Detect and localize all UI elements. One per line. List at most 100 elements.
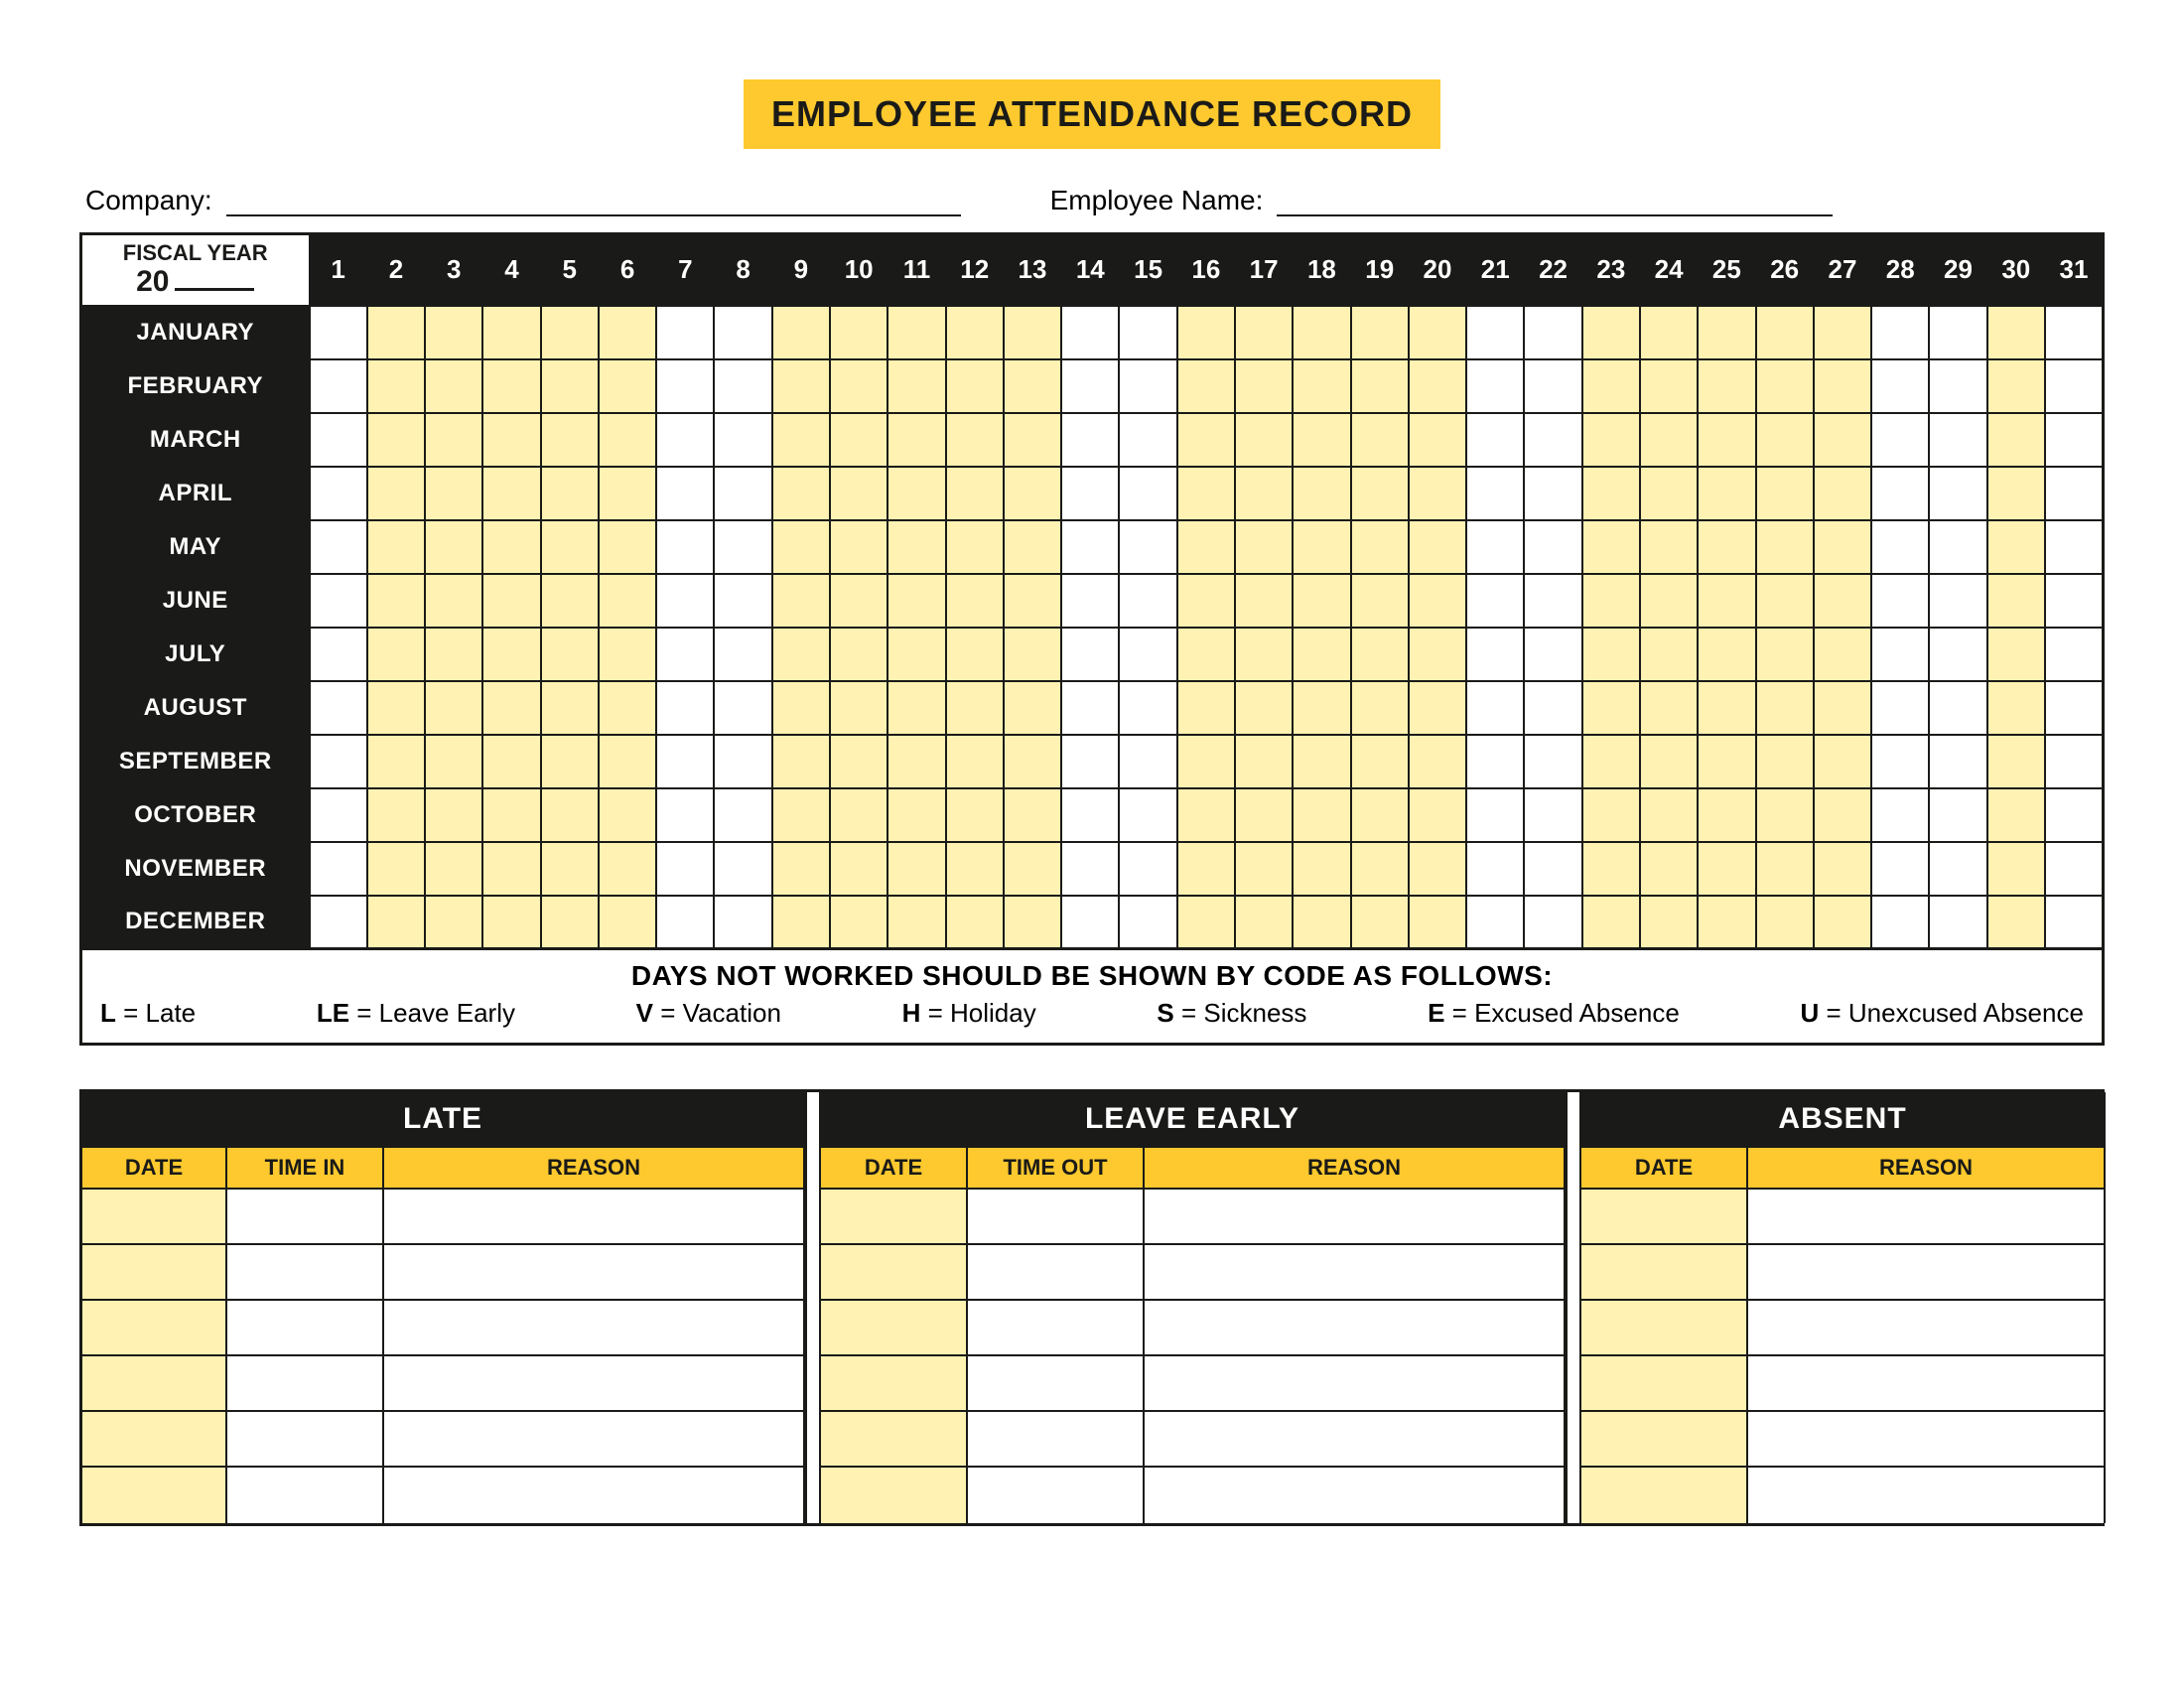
calendar-cell[interactable] [1814,306,1871,359]
calendar-cell[interactable] [1177,896,1235,949]
calendar-cell[interactable] [1582,413,1640,467]
calendar-cell[interactable] [946,896,1004,949]
calendar-cell[interactable] [599,574,656,628]
calendar-cell[interactable] [1814,359,1871,413]
calendar-cell[interactable] [541,842,599,896]
calendar-cell[interactable] [1987,467,2045,520]
calendar-cell[interactable] [1466,359,1524,413]
calendar-cell[interactable] [887,788,945,842]
calendar-cell[interactable] [2045,735,2104,788]
fiscal-year-input-line[interactable] [175,288,254,291]
calendar-cell[interactable] [830,520,887,574]
calendar-cell[interactable] [1524,467,1581,520]
calendar-cell[interactable] [1351,467,1409,520]
calendar-cell[interactable] [1987,896,2045,949]
calendar-cell[interactable] [1582,735,1640,788]
calendar-cell[interactable] [425,788,482,842]
calendar-cell[interactable] [1351,413,1409,467]
calendar-cell[interactable] [772,413,830,467]
calendar-cell[interactable] [714,306,771,359]
leave-date-cell[interactable] [821,1468,968,1523]
calendar-cell[interactable] [599,681,656,735]
calendar-cell[interactable] [482,896,540,949]
calendar-cell[interactable] [541,788,599,842]
calendar-cell[interactable] [1351,896,1409,949]
calendar-cell[interactable] [1061,413,1119,467]
calendar-cell[interactable] [1293,413,1350,467]
calendar-cell[interactable] [599,788,656,842]
calendar-cell[interactable] [1119,359,1176,413]
calendar-cell[interactable] [1293,359,1350,413]
calendar-cell[interactable] [1061,520,1119,574]
calendar-cell[interactable] [946,413,1004,467]
calendar-cell[interactable] [656,842,714,896]
calendar-cell[interactable] [1987,628,2045,681]
calendar-cell[interactable] [1814,842,1871,896]
calendar-cell[interactable] [1119,628,1176,681]
calendar-cell[interactable] [1119,681,1176,735]
calendar-cell[interactable] [1987,520,2045,574]
calendar-cell[interactable] [1177,735,1235,788]
leave-timeout-cell[interactable] [968,1468,1145,1523]
calendar-cell[interactable] [310,306,367,359]
calendar-cell[interactable] [1061,681,1119,735]
leave-reason-cell[interactable] [1145,1356,1566,1412]
calendar-cell[interactable] [1293,628,1350,681]
calendar-cell[interactable] [1466,520,1524,574]
calendar-cell[interactable] [1235,628,1293,681]
calendar-cell[interactable] [714,520,771,574]
leave-reason-cell[interactable] [1145,1301,1566,1356]
calendar-cell[interactable] [1004,359,1061,413]
calendar-cell[interactable] [1814,520,1871,574]
calendar-cell[interactable] [946,735,1004,788]
calendar-cell[interactable] [599,628,656,681]
calendar-cell[interactable] [1698,574,1755,628]
calendar-cell[interactable] [310,413,367,467]
calendar-cell[interactable] [1987,681,2045,735]
calendar-cell[interactable] [1524,842,1581,896]
calendar-cell[interactable] [1871,735,1929,788]
calendar-cell[interactable] [1119,574,1176,628]
calendar-cell[interactable] [1235,413,1293,467]
calendar-cell[interactable] [1929,735,1986,788]
calendar-cell[interactable] [482,520,540,574]
calendar-cell[interactable] [1814,735,1871,788]
calendar-cell[interactable] [830,413,887,467]
calendar-cell[interactable] [1409,628,1466,681]
absent-reason-cell[interactable] [1748,1356,2106,1412]
calendar-cell[interactable] [599,735,656,788]
calendar-cell[interactable] [2045,520,2104,574]
calendar-cell[interactable] [541,896,599,949]
calendar-cell[interactable] [772,628,830,681]
calendar-cell[interactable] [1698,628,1755,681]
calendar-cell[interactable] [1524,735,1581,788]
calendar-cell[interactable] [1814,896,1871,949]
calendar-cell[interactable] [1640,735,1698,788]
calendar-cell[interactable] [599,306,656,359]
calendar-cell[interactable] [714,842,771,896]
calendar-cell[interactable] [1640,788,1698,842]
calendar-cell[interactable] [2045,413,2104,467]
calendar-cell[interactable] [367,896,425,949]
calendar-cell[interactable] [830,842,887,896]
calendar-cell[interactable] [1119,413,1176,467]
calendar-cell[interactable] [599,467,656,520]
calendar-cell[interactable] [1640,628,1698,681]
calendar-cell[interactable] [1582,306,1640,359]
calendar-cell[interactable] [1061,574,1119,628]
calendar-cell[interactable] [1640,574,1698,628]
calendar-cell[interactable] [1814,413,1871,467]
late-reason-cell[interactable] [384,1301,805,1356]
calendar-cell[interactable] [830,359,887,413]
calendar-cell[interactable] [1871,520,1929,574]
calendar-cell[interactable] [1524,681,1581,735]
calendar-cell[interactable] [599,896,656,949]
calendar-cell[interactable] [830,467,887,520]
calendar-cell[interactable] [599,413,656,467]
leave-timeout-cell[interactable] [968,1190,1145,1245]
calendar-cell[interactable] [367,574,425,628]
calendar-cell[interactable] [1409,359,1466,413]
calendar-cell[interactable] [1351,788,1409,842]
calendar-cell[interactable] [656,520,714,574]
calendar-cell[interactable] [1409,788,1466,842]
